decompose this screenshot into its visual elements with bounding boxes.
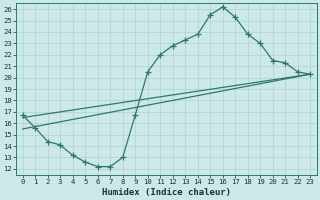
- X-axis label: Humidex (Indice chaleur): Humidex (Indice chaleur): [102, 188, 231, 197]
